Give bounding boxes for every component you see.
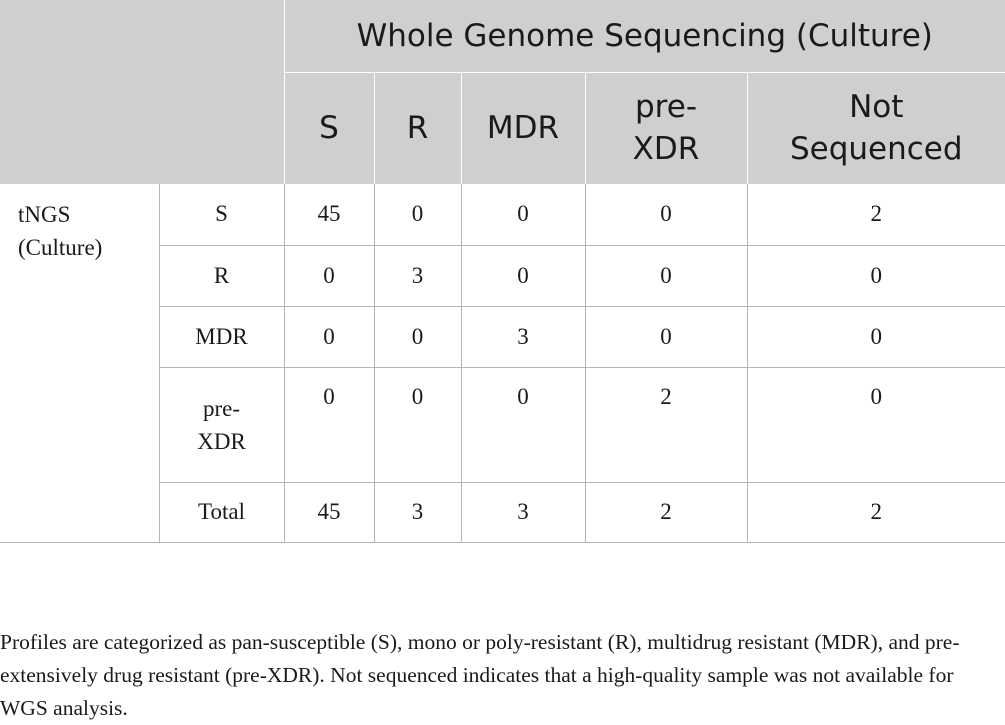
- row-group-label: tNGS (Culture): [0, 184, 159, 543]
- table-cell: 3: [460, 306, 585, 368]
- table-cell: 0: [460, 184, 585, 246]
- table-cell: 0: [373, 306, 461, 368]
- row-label: Total: [158, 482, 284, 543]
- table-row: pre- XDR 0 0 0 2 0: [0, 367, 1005, 483]
- table-cell: 0: [460, 245, 585, 307]
- table-row: R 0 3 0 0 0: [0, 245, 1005, 307]
- table-row: MDR 0 0 3 0 0: [0, 306, 1005, 368]
- row-label: MDR: [158, 306, 284, 368]
- table-cell: 0: [283, 306, 374, 368]
- table-cell: 2: [746, 482, 1005, 543]
- row-label: S: [158, 184, 284, 246]
- table-cell: 3: [460, 482, 585, 543]
- col-header-not-sequenced: Not Sequenced: [746, 72, 1005, 184]
- table-cell: 0: [746, 367, 1005, 483]
- table-cell: 0: [283, 367, 374, 483]
- table-cell: 0: [746, 245, 1005, 307]
- table-cell: 0: [373, 184, 461, 246]
- table-row: Total 45 3 3 2 2: [0, 482, 1005, 543]
- table-cell: 45: [283, 482, 374, 543]
- table-cell: 2: [584, 482, 747, 543]
- col-header-mdr: MDR: [460, 72, 585, 184]
- table-cell: 2: [584, 367, 747, 483]
- table-cell: 0: [746, 306, 1005, 368]
- table-cell: 0: [584, 184, 747, 246]
- table-cell: 2: [746, 184, 1005, 246]
- table-footnote: Profiles are categorized as pan-suscepti…: [0, 629, 960, 720]
- table-cell: 0: [373, 367, 461, 483]
- row-label: R: [158, 245, 284, 307]
- table-cell: 3: [373, 482, 461, 543]
- table-cell: 3: [373, 245, 461, 307]
- group-header-wgs: Whole Genome Sequencing (Culture): [283, 0, 1005, 73]
- row-label: pre- XDR: [158, 367, 284, 483]
- table-cell: 0: [584, 245, 747, 307]
- table-cell: 0: [584, 306, 747, 368]
- table-cell: 0: [283, 245, 374, 307]
- table-row: tNGS (Culture) S 45 0 0 0 2: [0, 184, 1005, 543]
- table-cell: 0: [460, 367, 585, 483]
- col-header-s: S: [283, 72, 374, 184]
- results-table: Whole Genome Sequencing (Culture) S R MD…: [0, 0, 1005, 543]
- col-header-pre-xdr: pre- XDR: [584, 72, 747, 184]
- col-header-r: R: [373, 72, 461, 184]
- table-cell: 45: [283, 184, 374, 246]
- header-corner: [0, 0, 284, 184]
